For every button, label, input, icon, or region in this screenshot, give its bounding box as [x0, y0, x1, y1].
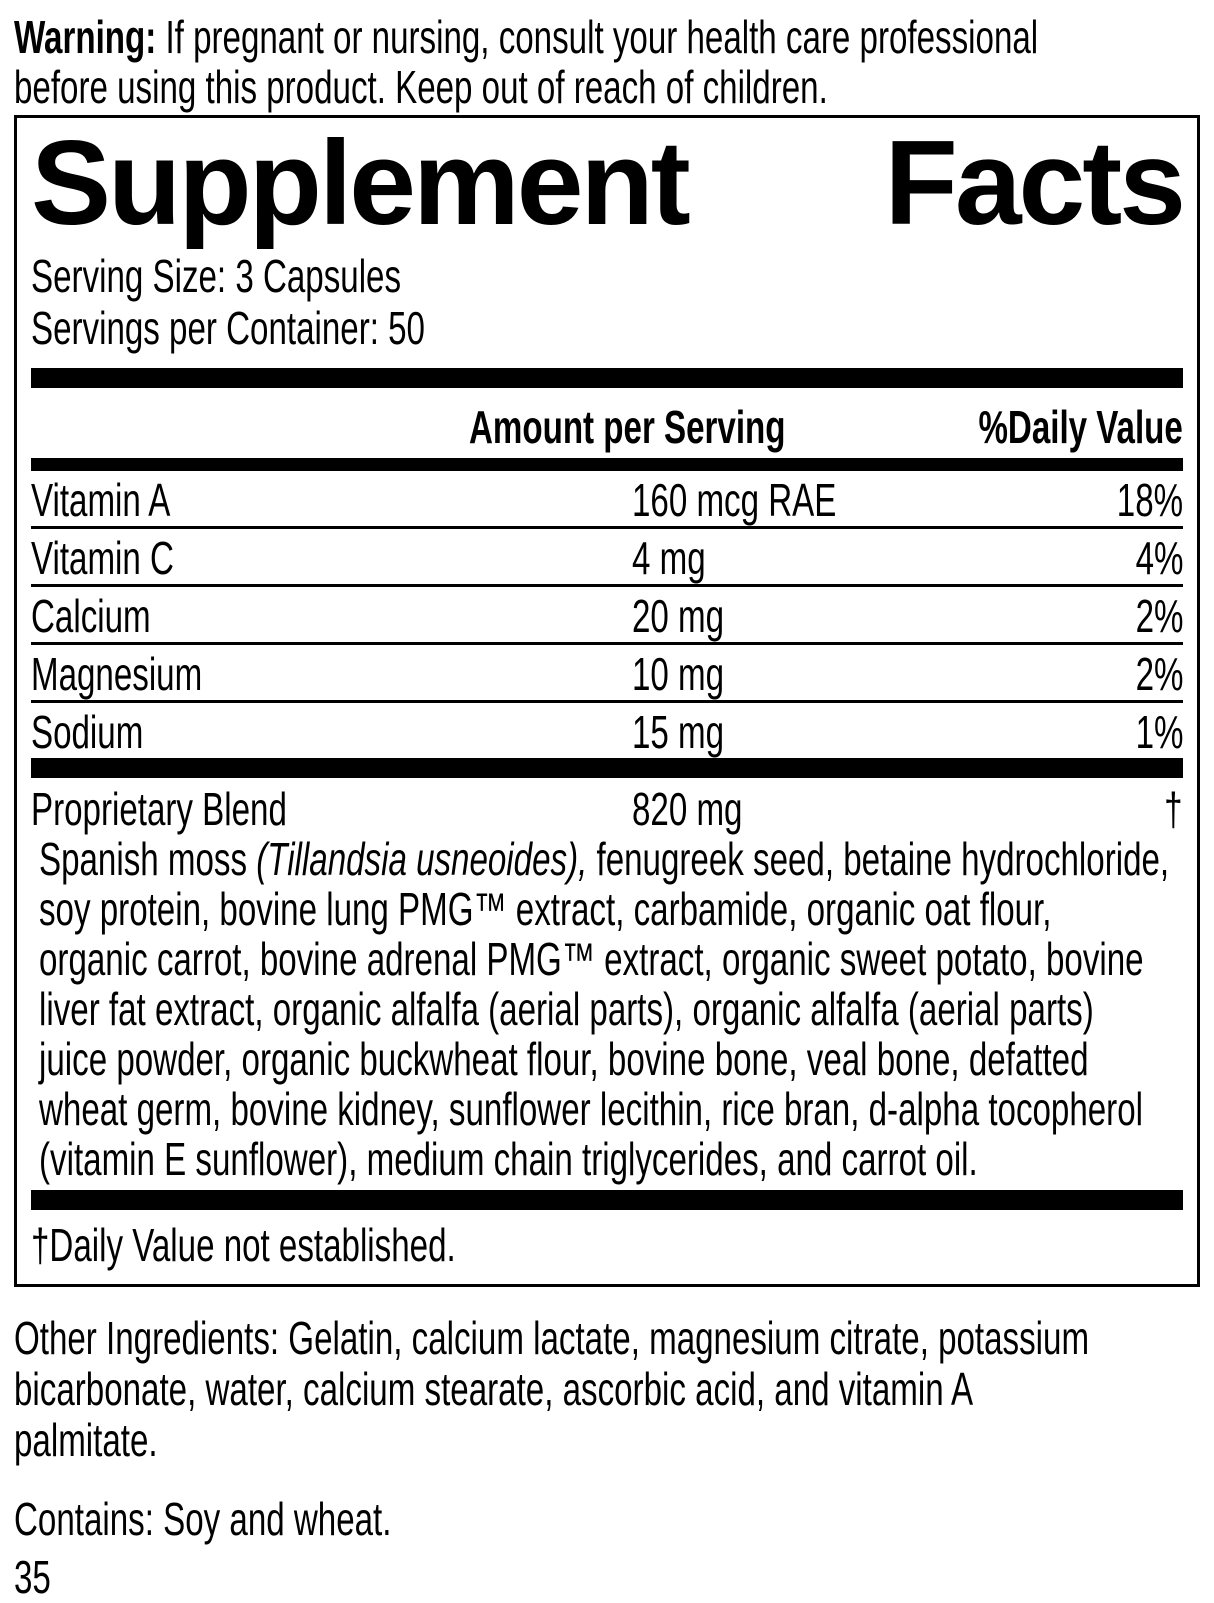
nutrient-amount-wrap: 10 mg — [632, 648, 760, 700]
nutrient-amount: 15 mg — [632, 706, 725, 758]
divider-bar-header — [31, 458, 1183, 471]
column-header-amount: Amount per Serving — [469, 401, 786, 453]
blend-desc-text: Spanish moss — [39, 833, 257, 885]
page-number: 35 — [14, 1552, 1198, 1602]
dagger-symbol: † — [1164, 783, 1183, 835]
nutrient-dv-wrap: 1% — [1117, 706, 1183, 758]
nutrient-amount-wrap: 20 mg — [632, 590, 760, 642]
blend-description-line-3: organic carrot, bovine adrenal PMG™ extr… — [39, 933, 1144, 985]
nutrient-dv: 4% — [1135, 532, 1183, 584]
serving-size: Serving Size: 3 Capsules — [31, 250, 402, 302]
nutrient-row-vitamin-a: Vitamin A 160 mcg RAE 18% — [31, 471, 1183, 529]
blend-description-line-5: juice powder, organic buckwheat flour, b… — [39, 1033, 1089, 1085]
blend-description-line-6: wheat germ, bovine kidney, sunflower lec… — [39, 1083, 1143, 1135]
nutrient-dv-wrap: 2% — [1117, 590, 1183, 642]
nutrient-amount: 4 mg — [632, 532, 706, 584]
blend-desc-species-italic: (Tillandsia usneoides), — [256, 833, 588, 885]
contains-text: Contains: Soy and wheat. — [14, 1493, 392, 1545]
nutrient-amount-wrap: 15 mg — [632, 706, 760, 758]
nutrient-row-vitamin-c: Vitamin C 4 mg 4% — [31, 529, 1183, 587]
nutrient-name: Sodium — [31, 706, 144, 758]
nutrient-amount: 20 mg — [632, 590, 725, 642]
blend-description-line-4: liver fat extract, organic alfalfa (aeri… — [39, 983, 1094, 1035]
other-ingredients-line-1: Other Ingredients: Gelatin, calcium lact… — [14, 1312, 1090, 1364]
nutrient-row-magnesium: Magnesium 10 mg 2% — [31, 645, 1183, 703]
nutrient-name: Calcium — [31, 590, 151, 642]
blend-description-line-1: Spanish moss (Tillandsia usneoides), fen… — [39, 833, 1169, 885]
nutrient-amount: 160 mcg RAE — [632, 474, 837, 526]
proprietary-blend-amount: 820 mg — [632, 783, 743, 835]
footnote-daily-value: †Daily Value not established. — [31, 1210, 1183, 1284]
divider-bar-top — [31, 368, 1183, 388]
supplement-facts-panel: Supplement Facts Serving Size: 3 Capsule… — [14, 115, 1200, 1287]
nutrient-amount: 10 mg — [632, 648, 725, 700]
divider-bar-middle — [31, 758, 1183, 778]
other-ingredients-line-2: bicarbonate, water, calcium stearate, as… — [14, 1363, 974, 1415]
proprietary-blend-row: Proprietary Blend 820 mg † — [31, 778, 1183, 834]
warning-text: Warning: If pregnant or nursing, consult… — [0, 0, 1214, 112]
warning-line-1: Warning: If pregnant or nursing, consult… — [14, 11, 1038, 63]
nutrient-dv: 1% — [1135, 706, 1183, 758]
blend-description-line-2: soy protein, bovine lung PMG™ extract, c… — [39, 883, 1052, 935]
nutrient-dv-wrap: 18% — [1091, 474, 1183, 526]
page-number-text: 35 — [14, 1551, 51, 1603]
column-header-daily-value-wrap: %Daily Value — [899, 400, 1183, 454]
column-header-daily-value: %Daily Value — [978, 401, 1183, 453]
proprietary-blend-name: Proprietary Blend — [31, 783, 287, 835]
contains-statement: Contains: Soy and wheat. — [14, 1494, 1198, 1544]
nutrient-amount-wrap: 160 mcg RAE — [632, 474, 916, 526]
nutrient-dv-wrap: 4% — [1117, 532, 1183, 584]
blend-description: Spanish moss (Tillandsia usneoides), fen… — [31, 834, 1183, 1184]
nutrient-dv: 18% — [1116, 474, 1183, 526]
warning-line-2: before using this product. Keep out of r… — [14, 61, 828, 113]
proprietary-blend-dv-wrap: † — [1157, 783, 1183, 835]
column-header-amount-wrap: Amount per Serving — [469, 400, 909, 454]
nutrient-name: Vitamin A — [31, 474, 171, 526]
blend-description-line-7: (vitamin E sunflower), medium chain trig… — [39, 1133, 978, 1185]
divider-bar-footnote — [31, 1190, 1183, 1210]
servings-per-container: Servings per Container: 50 — [31, 302, 425, 354]
column-headers: Amount per Serving %Daily Value — [31, 388, 1183, 458]
nutrient-name: Magnesium — [31, 648, 203, 700]
other-ingredients-line-3: palmitate. — [14, 1414, 158, 1466]
serving-info: Serving Size: 3 Capsules Servings per Co… — [31, 250, 1183, 354]
panel-title-word-1: Supplement — [31, 116, 691, 250]
nutrient-dv-wrap: 2% — [1117, 648, 1183, 700]
nutrient-row-calcium: Calcium 20 mg 2% — [31, 587, 1183, 645]
warning-label: Warning: — [14, 11, 157, 63]
nutrient-dv: 2% — [1135, 648, 1183, 700]
nutrient-row-sodium: Sodium 15 mg 1% — [31, 703, 1183, 758]
warning-line-1-text: If pregnant or nursing, consult your hea… — [156, 11, 1039, 63]
nutrient-dv: 2% — [1135, 590, 1183, 642]
nutrient-amount-wrap: 4 mg — [632, 532, 734, 584]
footnote-text: †Daily Value not established. — [31, 1219, 456, 1271]
blend-desc-text: fenugreek seed, betaine hydrochloride, — [587, 833, 1170, 885]
other-ingredients: Other Ingredients: Gelatin, calcium lact… — [14, 1313, 1198, 1466]
panel-title-word-2: Facts — [884, 116, 1186, 250]
panel-title: Supplement Facts — [31, 116, 1186, 250]
proprietary-blend-amount-wrap: 820 mg — [632, 783, 785, 835]
nutrient-name: Vitamin C — [31, 532, 174, 584]
